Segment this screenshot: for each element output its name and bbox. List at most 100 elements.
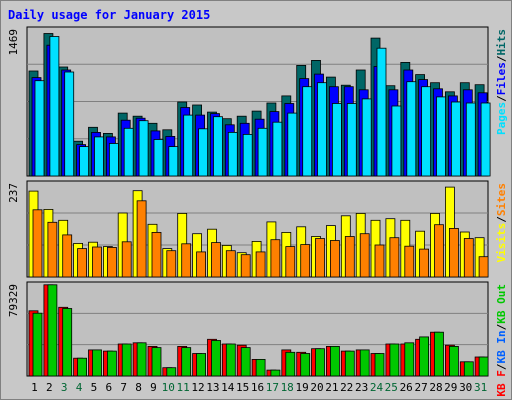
visits-panel-bar-sites	[300, 244, 311, 278]
kbytes-panel-bar-kb-out	[344, 350, 355, 377]
kbytes-panel-ymax-label: 79329	[7, 284, 20, 317]
visits-panel-bar-sites	[255, 251, 266, 278]
day-label: 27	[414, 381, 427, 394]
hits-panel-bar-pages	[272, 121, 283, 177]
kbytes-panel-bar-kb-out	[463, 361, 474, 377]
legend-entry: Files	[495, 62, 508, 95]
visits-panel-bar-sites	[374, 244, 385, 278]
day-label: 7	[120, 381, 127, 394]
legend-separator: /	[495, 323, 508, 330]
visits-panel-bar-sites	[285, 246, 296, 278]
kbytes-panel-bar-kb-out	[300, 353, 311, 377]
day-label: 10	[162, 381, 175, 394]
kbytes-panel-bar-kb-out	[107, 350, 117, 377]
hits-panel-bar-pages	[257, 127, 268, 177]
kbytes-panel-bar-kb-out	[62, 308, 73, 377]
kbytes-panel-bar-kb-out	[389, 343, 400, 377]
day-label: 13	[206, 381, 219, 394]
hits-panel-ymax-label: 1469	[7, 29, 20, 56]
kbytes-panel-bar-kb-out	[151, 347, 162, 377]
kbytes-panel-bar-kb-out	[448, 345, 459, 377]
kbytes-panel-bar-kb-out	[374, 353, 385, 377]
day-label: 11	[176, 381, 189, 394]
hits-panel-bar-pages	[465, 102, 476, 177]
kbytes-panel-bar-kb-out	[181, 347, 192, 377]
kbytes-panel-bar-kb-out	[285, 351, 296, 377]
day-label: 30	[459, 381, 472, 394]
day-label: 3	[61, 381, 68, 394]
day-label: 14	[221, 381, 235, 394]
day-label: 23	[355, 381, 368, 394]
hits-panel-bar-pages	[49, 36, 60, 177]
visits-panel-bar-sites	[434, 224, 444, 278]
kbytes-panel-bar-kb-out	[136, 342, 147, 377]
kbytes-panel-bar-kb-out	[211, 340, 221, 377]
hits-panel-bar-pages	[376, 47, 387, 177]
day-label: 5	[91, 381, 98, 394]
kbytes-panel-bar-kb-out	[77, 357, 87, 377]
hits-panel-bar-pages	[346, 103, 357, 177]
kbytes-panel-bar-kb-out	[270, 369, 281, 377]
hits-panel-bar-pages	[123, 127, 134, 177]
visits-panel-bar-sites	[47, 221, 58, 278]
legend-separator: /	[495, 363, 508, 370]
hits-panel-bar-pages	[227, 131, 238, 177]
kbytes-panel-bar-kb-out	[240, 347, 251, 377]
kbytes-panel-bar-kb-out	[359, 349, 370, 377]
hits-panel-bar-pages	[168, 146, 179, 177]
legend-separator: /	[495, 95, 508, 102]
kbytes-panel-bar-kb-out	[225, 343, 236, 377]
legend-entry: Visits	[495, 223, 508, 263]
day-label: 24	[370, 381, 384, 394]
legend-separator: /	[495, 55, 508, 62]
visits-panel-bar-sites	[389, 237, 400, 278]
visits-panel-bar-sites	[196, 251, 207, 278]
visits-panel-bar-sites	[211, 242, 221, 278]
legend-entry: KB In	[495, 330, 508, 363]
kbytes-panel-bar-kb-out	[32, 312, 43, 377]
visits-panel-bar-sites	[166, 250, 177, 278]
day-label: 21	[325, 381, 338, 394]
hits-panel-bar-pages	[391, 105, 402, 177]
kbytes-panel-bar-kb-out	[166, 367, 177, 377]
visits-panel-bar-sites	[359, 233, 370, 278]
visits-panel-bar-sites	[107, 246, 117, 278]
day-label: 12	[191, 381, 204, 394]
visits-panel-bar-sites	[448, 227, 459, 278]
day-label: 22	[340, 381, 353, 394]
day-label: 29	[444, 381, 457, 394]
visits-panel-bar-sites	[240, 254, 251, 278]
hits-panel-bar-pages	[198, 128, 209, 177]
kbytes-panel-bar-kb-out	[196, 353, 207, 377]
hits-panel-bar-pages	[213, 116, 223, 177]
hits-panel-bar-pages	[138, 120, 149, 177]
day-label: 9	[150, 381, 157, 394]
hits-panel-bar-pages	[79, 146, 89, 177]
day-label: 28	[429, 381, 442, 394]
hits-panel-bar-pages	[331, 103, 342, 177]
visits-panel-bar-sites	[270, 239, 281, 278]
legend-entry: Hits	[495, 29, 508, 56]
kbytes-panel-bar-kb-out	[434, 331, 444, 377]
legend-entry: Sites	[495, 183, 508, 216]
visits-panel-bar-sites	[62, 234, 73, 278]
day-label: 1	[31, 381, 38, 394]
visits-panel-bar-sites	[404, 245, 415, 278]
day-label: 26	[400, 381, 413, 394]
kbytes-panel-bar-kb-out	[255, 358, 266, 377]
legend-separator: /	[495, 216, 508, 223]
kbytes-panel-bar-kb-out	[404, 342, 415, 377]
visits-panel-ymax-label: 237	[7, 183, 20, 203]
visits-panel-bar-sites	[329, 240, 340, 278]
hits-panel-bar-pages	[183, 114, 194, 177]
kbytes-panel-bar-kb-out	[47, 284, 58, 377]
hits-panel-bar-pages	[302, 86, 313, 177]
visits-panel-bar-sites	[77, 248, 87, 278]
visits-panel-legend: Visits/Sites	[495, 183, 508, 263]
hits-panel-bar-pages	[64, 71, 75, 177]
hits-panel-bar-pages	[287, 112, 298, 177]
day-label: 25	[385, 381, 398, 394]
legend-entry: KB Out	[495, 284, 508, 324]
day-label: 2	[46, 381, 53, 394]
